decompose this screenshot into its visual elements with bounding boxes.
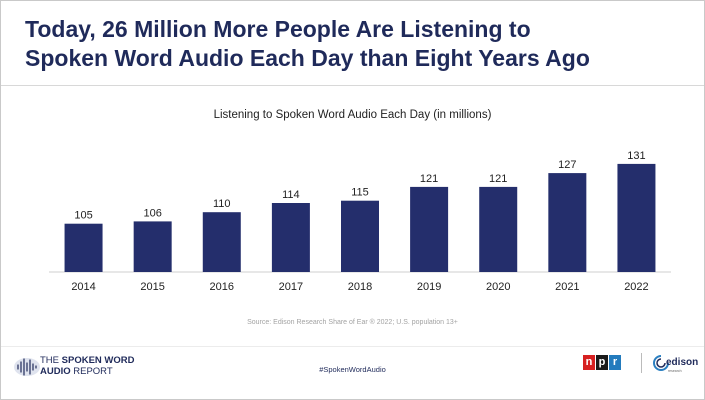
header-divider <box>1 85 704 86</box>
x-tick-label-2016: 2016 <box>210 281 234 293</box>
x-tick-label-2014: 2014 <box>71 281 95 293</box>
data-label-2022: 131 <box>627 150 645 162</box>
bar-2014 <box>64 223 103 272</box>
bar-2019 <box>410 186 449 272</box>
edison-subtext: research <box>668 369 682 373</box>
x-tick-label-2018: 2018 <box>348 281 372 293</box>
bar-2015 <box>133 221 172 272</box>
page-title-line-2: Spoken Word Audio Each Day than Eight Ye… <box>25 45 590 71</box>
bar-2018 <box>341 200 379 272</box>
edison-wordmark: edison <box>666 357 699 368</box>
x-tick-label-2022: 2022 <box>624 281 648 293</box>
bar-2022 <box>617 163 656 272</box>
source-note: Source: Edison Research Share of Ear ® 2… <box>247 319 458 326</box>
data-label-2017: 114 <box>282 189 300 201</box>
report-name: THE SPOKEN WORD AUDIO REPORT <box>40 355 134 377</box>
npr-letter-r: r <box>609 355 621 370</box>
page-title-line-1: Today, 26 Million More People Are Listen… <box>25 16 531 42</box>
x-tick-label-2019: 2019 <box>417 281 441 293</box>
bar-2021 <box>548 173 587 272</box>
footer-divider <box>1 346 704 347</box>
edison-swirl-icon <box>653 355 669 371</box>
bar-2020 <box>479 186 518 272</box>
npr-letter-n: n <box>583 355 595 370</box>
x-tick-label-2021: 2021 <box>555 281 579 293</box>
data-label-2018: 115 <box>351 187 369 199</box>
data-label-2014: 105 <box>74 210 92 222</box>
npr-letter-p: p <box>596 355 608 370</box>
bar-chart: 105 2014 106 2015 110 2016 114 2017 115 2018 121 20… <box>49 150 671 293</box>
chart-title: Listening to Spoken Word Audio Each Day … <box>213 109 492 121</box>
page-title: Today, 26 Million More People Are Listen… <box>25 15 685 73</box>
data-label-2019: 121 <box>420 173 438 185</box>
bar-2017 <box>271 203 310 272</box>
report-name-bold: SPOKEN WORD <box>61 355 135 366</box>
sound-wave-icon <box>14 358 40 376</box>
x-tick-label-2017: 2017 <box>279 281 303 293</box>
npr-logo: n p r <box>583 355 621 370</box>
data-label-2016: 110 <box>213 198 231 210</box>
data-label-2020: 121 <box>489 173 507 185</box>
report-name-part: REPORT <box>73 366 113 377</box>
spoken-word-audio-report-logo: THE SPOKEN WORD AUDIO REPORT <box>13 352 183 382</box>
x-tick-label-2015: 2015 <box>140 281 164 293</box>
logo-separator <box>641 353 642 373</box>
x-tick-label-2020: 2020 <box>486 281 510 293</box>
report-name-bold: AUDIO <box>40 366 74 377</box>
report-name-part: THE <box>40 355 62 366</box>
data-label-2021: 127 <box>558 159 576 171</box>
bar-2016 <box>202 212 241 272</box>
hashtag: #SpokenWordAudio <box>319 365 386 374</box>
data-label-2015: 106 <box>143 207 161 219</box>
edison-research-logo: edison research <box>652 352 698 376</box>
